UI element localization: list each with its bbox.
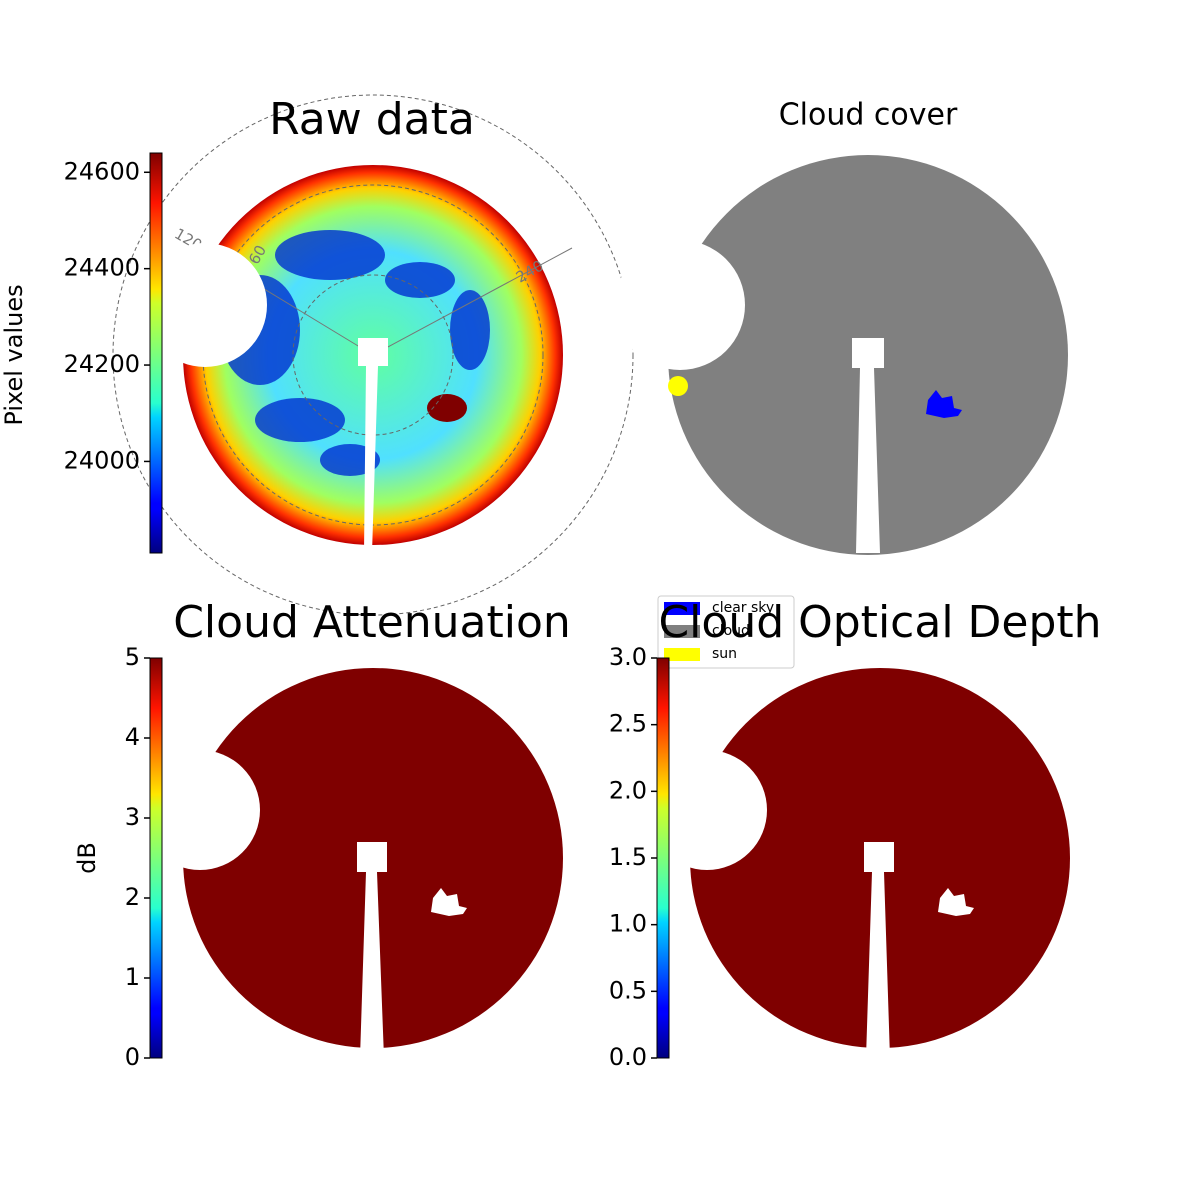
legend-label: clear sky bbox=[712, 600, 774, 616]
clear-sky-area bbox=[926, 390, 962, 418]
panel bbox=[647, 668, 1070, 1058]
colorbar-label: Pixel values bbox=[0, 284, 28, 425]
colorbar-tick-label: 3 bbox=[125, 803, 140, 831]
legend-label: cloud bbox=[712, 623, 750, 639]
pole-mask bbox=[358, 338, 388, 553]
legend-swatch bbox=[664, 648, 700, 661]
clear-hole bbox=[431, 888, 467, 916]
cloud-blob bbox=[255, 398, 345, 442]
colorbar-tick-label: 0 bbox=[125, 1043, 140, 1071]
polar-ring bbox=[112, 94, 634, 616]
colorbar-tick-label: 24200 bbox=[64, 350, 140, 378]
colorbar-tick-label: 5 bbox=[125, 643, 140, 671]
legend-swatch bbox=[664, 625, 700, 638]
colorbar-tick-label: 2.0 bbox=[609, 776, 647, 804]
colorbar-frame bbox=[149, 657, 163, 1059]
sun bbox=[668, 376, 688, 396]
colorbar bbox=[657, 658, 669, 1058]
colorbar-tick-label: 24000 bbox=[64, 446, 140, 474]
horizon-mask bbox=[143, 243, 267, 367]
polar-ring bbox=[292, 274, 454, 436]
legend-swatch bbox=[664, 602, 700, 615]
horizon-mask bbox=[647, 750, 767, 870]
colorbar bbox=[150, 153, 162, 553]
panel-title: Cloud cover bbox=[779, 98, 958, 133]
horizon-mask bbox=[615, 240, 745, 370]
pole-mask bbox=[357, 842, 387, 1058]
colorbar-tick-label: 1 bbox=[125, 963, 140, 991]
pole-mask bbox=[852, 338, 884, 553]
colorbar-tick-label: 24600 bbox=[64, 157, 140, 185]
cloud-blob bbox=[385, 262, 455, 298]
cloud-blob bbox=[450, 290, 490, 370]
pole-mask bbox=[864, 842, 894, 1058]
colorbar-tick-label: 2.5 bbox=[609, 710, 647, 738]
colorbar-tick-label: 24400 bbox=[64, 254, 140, 282]
colorbar-label: dB bbox=[73, 842, 101, 874]
panel-title: Raw data bbox=[269, 94, 475, 145]
colorbar-tick-label: 1.5 bbox=[609, 843, 647, 871]
panel-title: Cloud Attenuation bbox=[173, 597, 571, 648]
panel bbox=[615, 155, 1068, 555]
panel-title: Cloud Optical Depth bbox=[658, 597, 1101, 648]
legend-label: sun bbox=[712, 646, 737, 662]
colorbar-tick-label: 0.0 bbox=[609, 1043, 647, 1071]
polar-spoke bbox=[372, 247, 573, 356]
colorbar-tick-label: 0.5 bbox=[609, 976, 647, 1004]
colorbar-tick-label: 2 bbox=[125, 883, 140, 911]
panel bbox=[140, 668, 563, 1058]
hot-spot bbox=[427, 394, 467, 422]
horizon-mask bbox=[140, 750, 260, 870]
colorbar-tick-label: 1.0 bbox=[609, 910, 647, 938]
colorbar-frame bbox=[149, 152, 163, 554]
colorbar bbox=[150, 658, 162, 1058]
cloud-blob bbox=[275, 230, 385, 280]
clear-hole bbox=[938, 888, 974, 916]
colorbar-tick-label: 3.0 bbox=[609, 643, 647, 671]
colorbar-tick-label: 4 bbox=[125, 723, 140, 751]
